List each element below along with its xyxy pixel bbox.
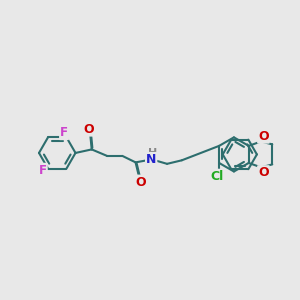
- Text: O: O: [258, 130, 269, 143]
- Text: H: H: [148, 148, 157, 158]
- Text: N: N: [146, 153, 156, 166]
- Text: Cl: Cl: [210, 170, 224, 183]
- Text: F: F: [60, 126, 68, 139]
- Text: F: F: [39, 164, 47, 177]
- Text: O: O: [136, 176, 146, 189]
- Text: O: O: [83, 123, 94, 136]
- Text: O: O: [258, 166, 269, 179]
